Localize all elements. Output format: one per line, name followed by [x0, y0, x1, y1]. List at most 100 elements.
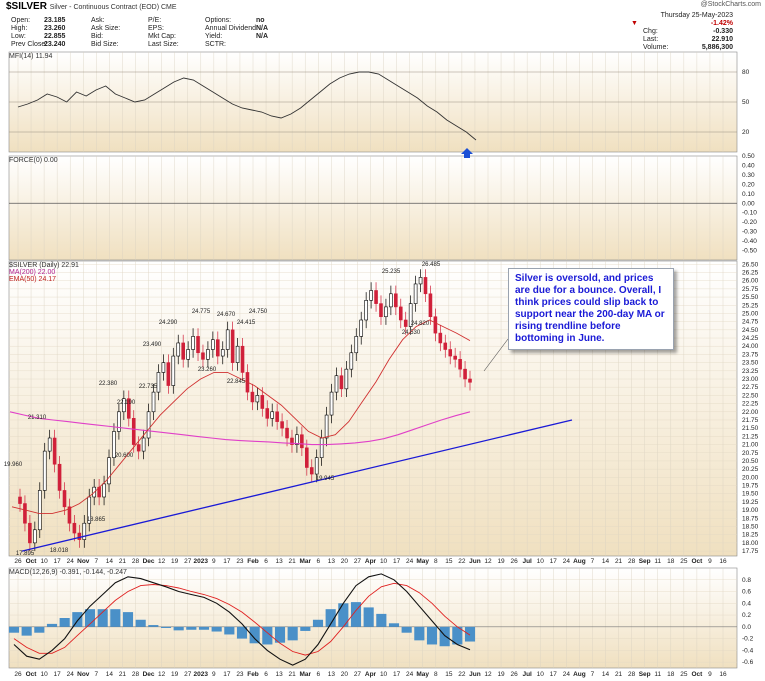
price-tick-label: 23.50: [742, 360, 759, 367]
force-tick-label: -0.30: [742, 229, 757, 236]
mfi-line: [17, 71, 477, 141]
candle-body: [151, 391, 156, 413]
x-tick-label: 12: [484, 671, 492, 678]
x-tick-label: 18: [667, 558, 675, 565]
price-tick-label: 21.00: [742, 442, 759, 449]
price-tick-label: 22.00: [742, 409, 759, 416]
candle-body: [433, 316, 438, 334]
stat-options: Options:: [205, 17, 232, 24]
x-tick-label: 17: [54, 558, 62, 565]
price-data-label: 19.945: [316, 476, 335, 482]
candle-body: [102, 483, 106, 498]
candle-body: [468, 378, 472, 383]
macd-tick-label: 0.8: [742, 577, 751, 584]
price-tick-label: 24.50: [742, 327, 759, 334]
candle-body: [408, 303, 413, 327]
macd-histogram-bar: [350, 602, 362, 627]
x-tick-label: 20: [341, 671, 349, 678]
candle-body: [57, 463, 62, 491]
candle-body: [270, 411, 274, 419]
x-tick-label: 9: [708, 671, 712, 678]
macd-histogram-bar: [135, 619, 146, 627]
candle-body: [290, 437, 294, 445]
stat-pe: P/E:: [148, 17, 162, 24]
price-tick-label: 23.25: [742, 368, 759, 375]
candle-body: [28, 522, 32, 544]
candle-body: [42, 450, 47, 491]
candle-body: [230, 329, 235, 363]
price-tick-label: 20.00: [742, 474, 759, 481]
x-tick-label: 13: [328, 558, 336, 565]
candle-body: [201, 352, 205, 360]
down-triangle-icon: ▼: [631, 20, 638, 27]
stat-yield: Yield:: [205, 33, 223, 40]
candle-body: [220, 349, 225, 357]
stat-prev-close: Prev Close:: [11, 41, 48, 48]
x-tick-label: 24: [563, 558, 571, 565]
macd-histogram-bar: [59, 618, 70, 627]
x-tick-label: Dec: [143, 671, 155, 678]
x-tick-label: 17: [393, 671, 401, 678]
ema50-label: EMA(50) 24.17: [9, 276, 57, 283]
candle-body: [146, 411, 151, 439]
price-tick-label: 25.50: [742, 294, 759, 301]
candle-body: [141, 437, 146, 452]
x-tick-label: 27: [184, 558, 192, 565]
price-data-label: 24.820: [411, 321, 430, 327]
macd-tick-label: 0.2: [742, 612, 751, 619]
price-data-label: 24.775: [192, 309, 211, 315]
macd-histogram-bar: [34, 626, 45, 633]
candle-body: [107, 457, 111, 485]
price-tick-label: 24.75: [742, 319, 759, 326]
x-tick-label: 17: [223, 671, 231, 678]
x-tick-label: 19: [171, 558, 179, 565]
price-data-label: 19.960: [4, 462, 23, 468]
candle-body: [329, 391, 334, 416]
x-tick-label: Feb: [247, 671, 259, 678]
symbol-description: Silver - Continuous Contract (EOD) CME: [49, 4, 177, 11]
force-tick-label: -0.50: [742, 248, 757, 255]
price-data-label: 23.260: [198, 367, 217, 373]
macd-histogram-bar: [338, 603, 349, 627]
candle-body: [413, 283, 418, 304]
candle-body: [191, 336, 195, 350]
candle-body: [285, 427, 289, 439]
macd-histogram-bar: [186, 626, 197, 630]
candle-body: [87, 496, 92, 524]
x-tick-label: 14: [602, 671, 610, 678]
stat-options-value: no: [256, 17, 265, 24]
price-tick-label: 18.50: [742, 524, 759, 531]
price-tick-label: 24.25: [742, 335, 759, 342]
price-data-label: 21.310: [28, 415, 47, 421]
candle-body: [334, 375, 339, 393]
candle-body: [418, 277, 423, 285]
ma200-label: MA(200) 22.00: [9, 269, 56, 276]
x-tick-label: 10: [40, 558, 48, 565]
macd-histogram-bar: [224, 626, 235, 635]
x-tick-label: Apr: [365, 671, 377, 678]
x-tick-label: 21: [289, 671, 297, 678]
price-data-label: 24.415: [237, 320, 256, 326]
x-tick-label: Jul: [522, 558, 532, 565]
price-data-label: 24.290: [159, 320, 178, 326]
x-tick-label: 28: [132, 671, 140, 678]
candle-body: [349, 352, 354, 370]
force-tick-label: -0.20: [742, 219, 757, 226]
x-tick-label: 6: [316, 671, 320, 678]
price-data-label: 23.490: [143, 342, 162, 348]
x-tick-label: 9: [212, 671, 216, 678]
price-data-label: 18.865: [87, 517, 106, 523]
macd-histogram-bar: [173, 626, 184, 631]
candle-body: [18, 496, 22, 504]
x-tick-label: Jul: [522, 671, 532, 678]
candle-body: [176, 342, 181, 357]
x-tick-label: 17: [54, 671, 62, 678]
x-tick-label: 14: [106, 671, 114, 678]
x-tick-label: 7: [95, 558, 99, 565]
stat-mkt-cap: Mkt Cap:: [148, 33, 177, 40]
price-data-label: 18.018: [50, 548, 69, 554]
candle-body: [374, 290, 378, 304]
candle-body: [265, 408, 270, 419]
x-tick-label: 24: [406, 671, 414, 678]
price-data-label: 20.600: [115, 453, 134, 459]
